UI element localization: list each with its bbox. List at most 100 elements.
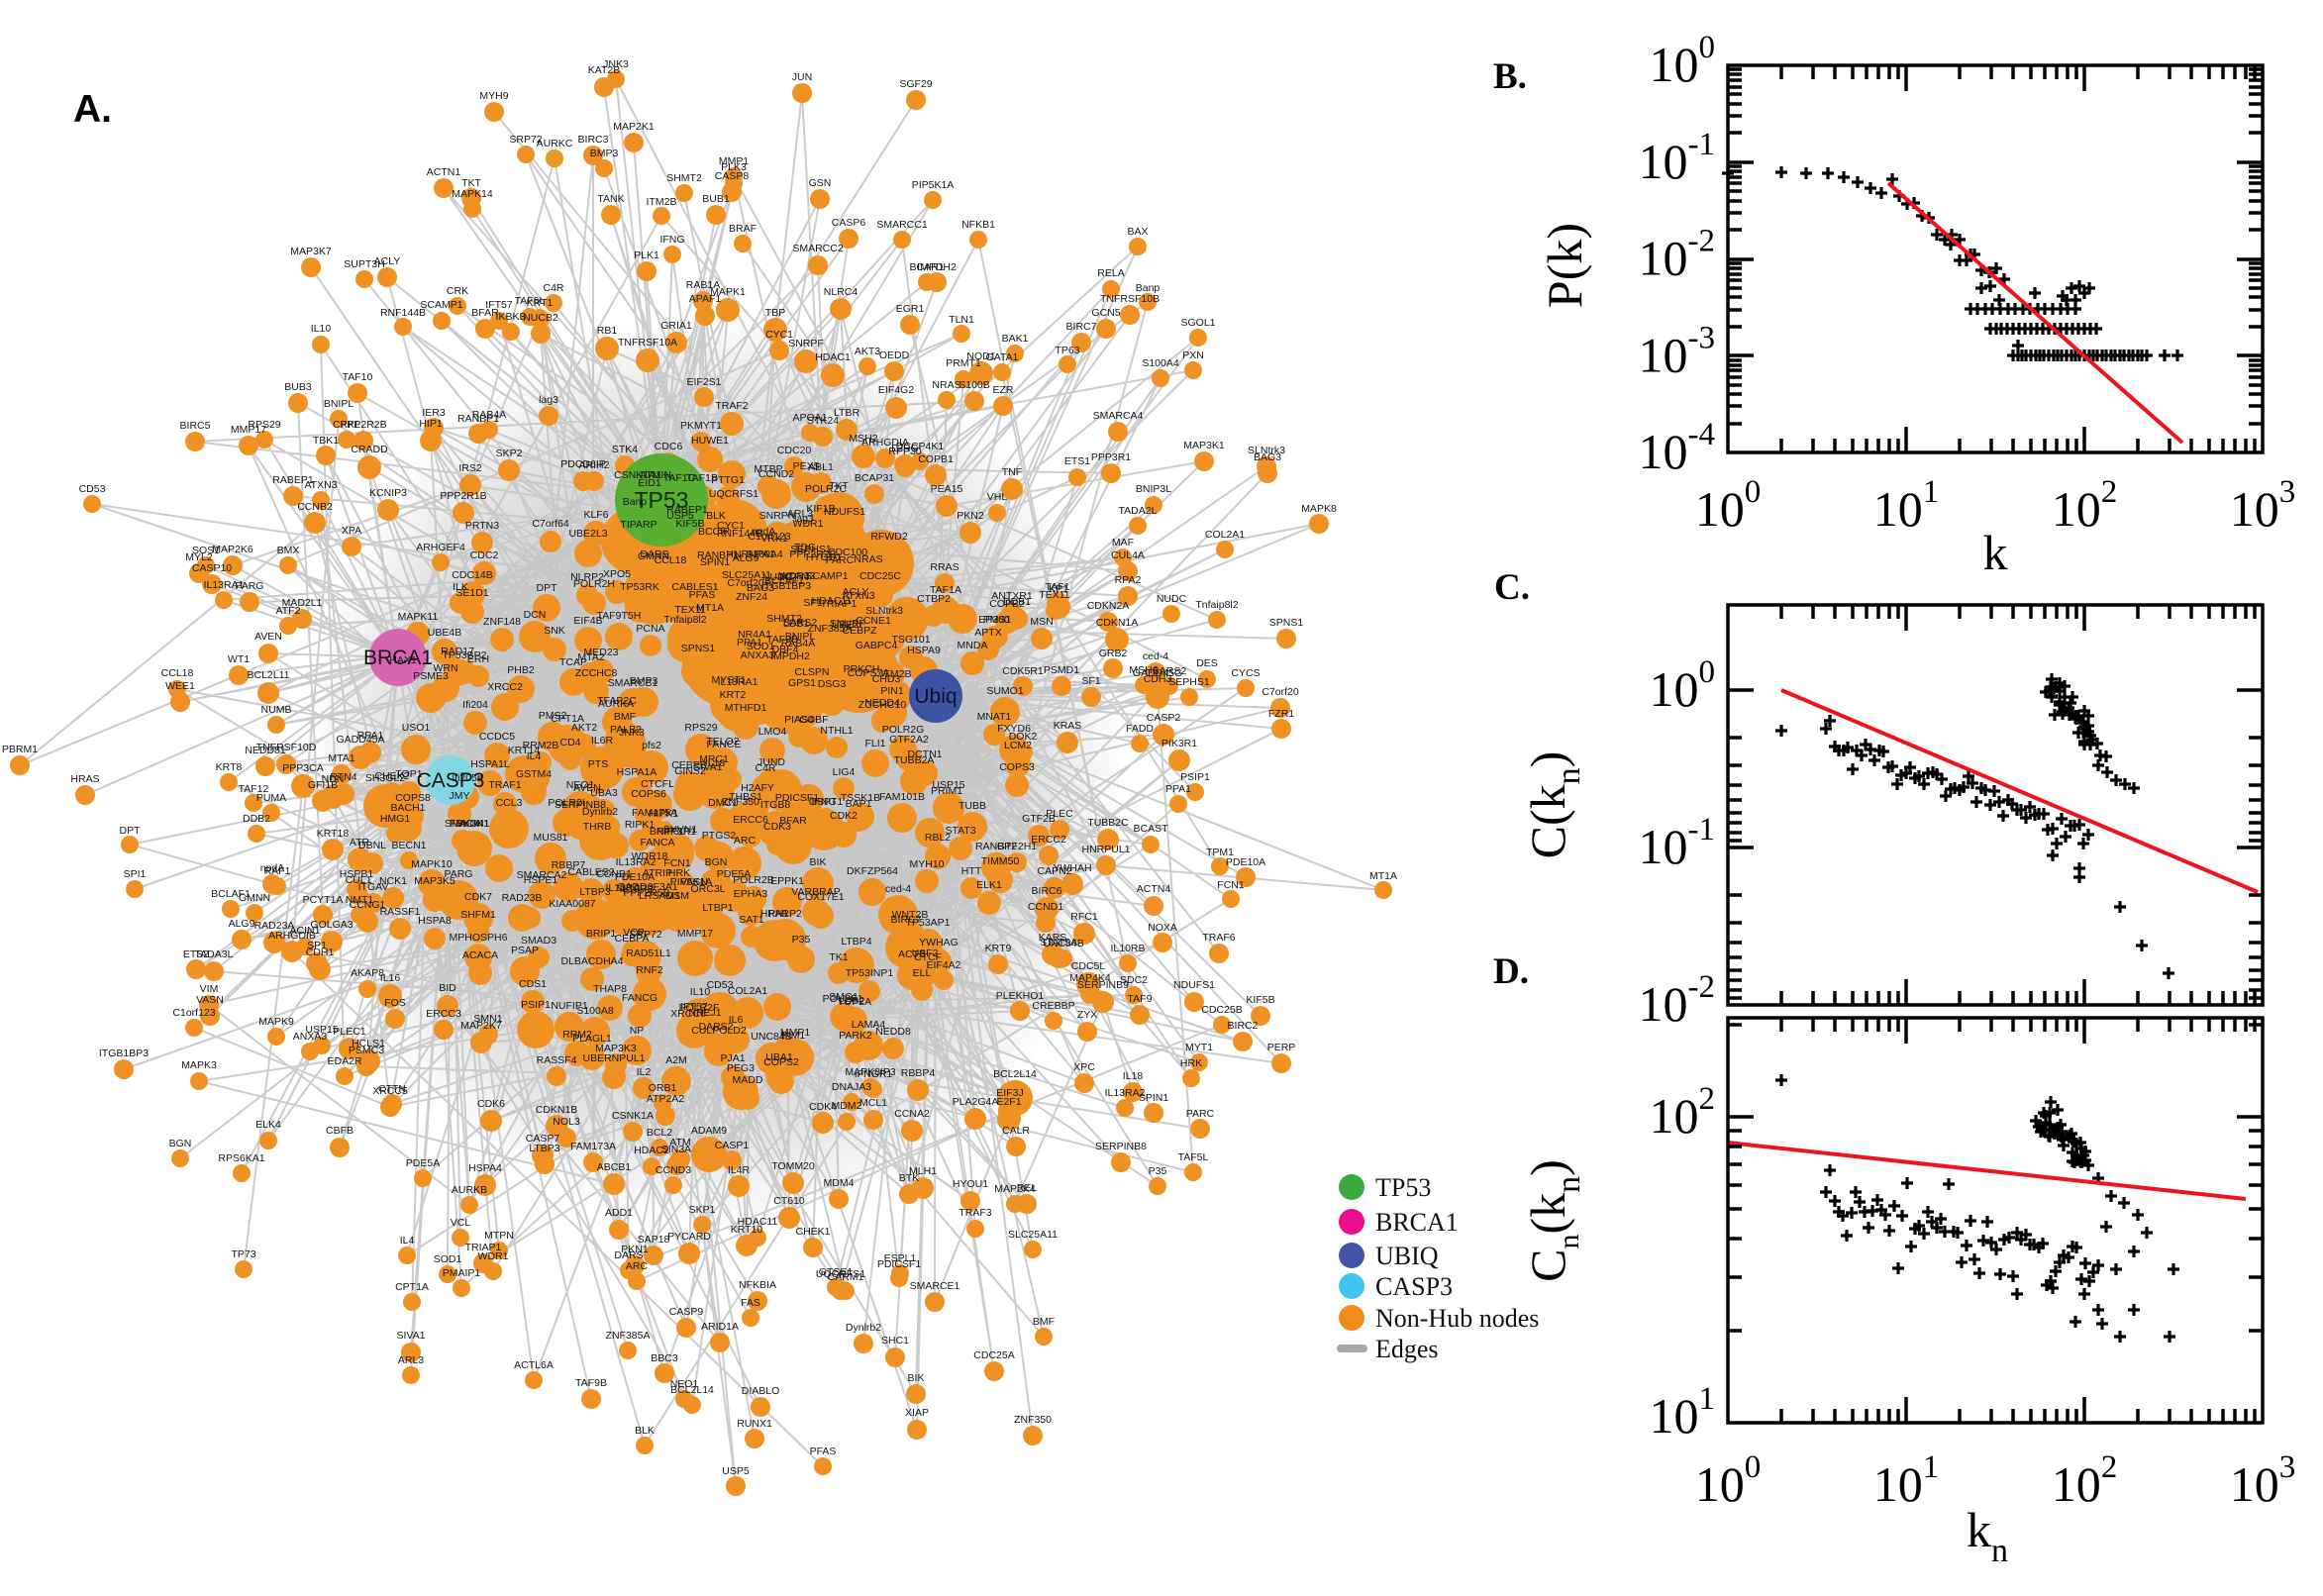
svg-text:PEA15: PEA15 bbox=[931, 483, 963, 495]
svg-text:SNURF: SNURF bbox=[830, 618, 865, 630]
svg-text:CASP10: CASP10 bbox=[192, 562, 232, 574]
svg-text:HYOU1: HYOU1 bbox=[806, 551, 842, 563]
svg-text:RPA2: RPA2 bbox=[1115, 574, 1142, 586]
svg-text:101: 101 bbox=[1650, 1381, 1716, 1444]
svg-text:SIVA1: SIVA1 bbox=[694, 761, 723, 773]
svg-text:WNT2B: WNT2B bbox=[892, 909, 929, 921]
svg-text:CDS1: CDS1 bbox=[519, 978, 547, 990]
svg-text:DOK2: DOK2 bbox=[1009, 731, 1038, 743]
svg-text:102: 102 bbox=[2052, 1449, 2118, 1512]
svg-text:TAF10: TAF10 bbox=[343, 371, 373, 383]
svg-text:UQCRFS1: UQCRFS1 bbox=[816, 1268, 865, 1280]
svg-text:ATMIN: ATMIN bbox=[640, 469, 671, 481]
svg-text:USP5: USP5 bbox=[722, 1465, 750, 1477]
svg-text:EPHA3: EPHA3 bbox=[734, 888, 768, 900]
svg-text:IL10RB: IL10RB bbox=[619, 883, 654, 895]
svg-text:A.: A. bbox=[73, 88, 112, 131]
svg-text:PUMA: PUMA bbox=[256, 792, 286, 804]
svg-text:CDKN1B: CDKN1B bbox=[536, 1104, 578, 1116]
svg-text:GADD45A: GADD45A bbox=[336, 734, 384, 746]
svg-text:RAB4A: RAB4A bbox=[781, 638, 815, 649]
svg-text:PLEC1: PLEC1 bbox=[333, 1026, 365, 1038]
svg-text:TP53: TP53 bbox=[1375, 1173, 1431, 1202]
svg-text:WEE1: WEE1 bbox=[165, 680, 195, 692]
svg-text:ARID1A: ARID1A bbox=[701, 1321, 739, 1333]
svg-text:IL10: IL10 bbox=[690, 986, 711, 998]
svg-text:TRIAP1: TRIAP1 bbox=[821, 598, 858, 610]
svg-text:SMARCE1: SMARCE1 bbox=[910, 1280, 960, 1292]
svg-text:RRM2: RRM2 bbox=[562, 1029, 592, 1041]
svg-text:TRAF6: TRAF6 bbox=[1202, 932, 1235, 944]
svg-text:HSPA1L: HSPA1L bbox=[470, 758, 510, 770]
svg-text:PDICSF1: PDICSF1 bbox=[877, 1258, 922, 1270]
svg-text:NEO1: NEO1 bbox=[670, 1378, 699, 1390]
svg-text:CCND1: CCND1 bbox=[1028, 901, 1063, 913]
svg-text:MMP1: MMP1 bbox=[780, 1027, 810, 1039]
svg-text:CD4: CD4 bbox=[559, 737, 580, 748]
svg-text:IL16: IL16 bbox=[380, 972, 401, 984]
svg-text:TKT: TKT bbox=[461, 177, 481, 189]
svg-text:XRCC5: XRCC5 bbox=[372, 1085, 408, 1097]
svg-text:BAP1: BAP1 bbox=[846, 798, 872, 810]
svg-text:PSIP1: PSIP1 bbox=[521, 999, 551, 1011]
svg-text:VIM: VIM bbox=[200, 983, 219, 995]
svg-text:MAP2K7: MAP2K7 bbox=[460, 1020, 502, 1032]
svg-text:GOLGA3: GOLGA3 bbox=[310, 919, 353, 931]
svg-text:CARM1: CARM1 bbox=[828, 1271, 864, 1283]
svg-text:BRAF: BRAF bbox=[729, 223, 757, 235]
svg-text:VCP: VCP bbox=[623, 927, 645, 939]
svg-text:RANBP2: RANBP2 bbox=[975, 841, 1017, 852]
svg-text:PJA1: PJA1 bbox=[720, 1052, 745, 1064]
svg-text:SPNS1: SPNS1 bbox=[1269, 617, 1304, 629]
svg-text:CDH3: CDH3 bbox=[1144, 673, 1172, 685]
svg-text:IFNGR1: IFNGR1 bbox=[855, 1068, 893, 1080]
svg-text:BRCA1: BRCA1 bbox=[1375, 1208, 1459, 1237]
svg-text:PSMC3: PSMC3 bbox=[349, 1045, 384, 1056]
svg-text:GTF2H1: GTF2H1 bbox=[997, 841, 1037, 852]
svg-text:ACTB: ACTB bbox=[898, 948, 926, 960]
svg-text:SLNtrk3: SLNtrk3 bbox=[1248, 445, 1285, 456]
svg-text:PLK3: PLK3 bbox=[721, 161, 747, 173]
svg-text:BAG3: BAG3 bbox=[1254, 451, 1281, 463]
svg-text:BNIPL: BNIPL bbox=[785, 631, 816, 643]
svg-text:VRK1: VRK1 bbox=[760, 533, 788, 545]
svg-text:ORC3L: ORC3L bbox=[690, 883, 725, 895]
svg-text:NDUFS1: NDUFS1 bbox=[824, 506, 865, 518]
svg-text:FAM175A: FAM175A bbox=[632, 807, 677, 819]
svg-text:BCAP31: BCAP31 bbox=[855, 472, 894, 484]
svg-text:XPO5: XPO5 bbox=[603, 568, 631, 580]
svg-text:REL: REL bbox=[1017, 1182, 1038, 1194]
svg-text:NOL3: NOL3 bbox=[553, 1116, 580, 1128]
svg-text:BLK: BLK bbox=[635, 1425, 655, 1437]
svg-text:PTTG1: PTTG1 bbox=[711, 474, 745, 486]
svg-text:TIPARP: TIPARP bbox=[620, 519, 656, 531]
svg-text:RPS29: RPS29 bbox=[248, 419, 280, 431]
svg-text:ACTN1: ACTN1 bbox=[427, 166, 461, 178]
svg-text:NLRP2: NLRP2 bbox=[570, 571, 604, 583]
svg-text:TP53BP2: TP53BP2 bbox=[443, 649, 487, 661]
svg-text:PKMYT1: PKMYT1 bbox=[680, 420, 722, 432]
svg-text:SAP18: SAP18 bbox=[638, 1234, 670, 1246]
svg-text:TBK1: TBK1 bbox=[313, 435, 339, 447]
svg-text:C1orf123: C1orf123 bbox=[748, 531, 790, 543]
svg-text:PIK3R1: PIK3R1 bbox=[1162, 738, 1197, 749]
svg-text:ZNF24: ZNF24 bbox=[736, 591, 767, 603]
svg-text:ADAM9: ADAM9 bbox=[691, 1125, 727, 1137]
svg-text:ITGB8: ITGB8 bbox=[760, 799, 791, 811]
svg-text:NUMB: NUMB bbox=[261, 704, 292, 716]
svg-text:EGR1: EGR1 bbox=[896, 303, 925, 315]
svg-text:APOA1: APOA1 bbox=[792, 412, 827, 424]
svg-text:MED23: MED23 bbox=[583, 647, 618, 658]
svg-text:SERPINB8: SERPINB8 bbox=[1095, 1141, 1147, 1152]
svg-text:CT610: CT610 bbox=[773, 1195, 805, 1207]
svg-text:RASSF1: RASSF1 bbox=[380, 906, 421, 918]
svg-text:BIRC7: BIRC7 bbox=[891, 914, 922, 926]
svg-text:CEBPA: CEBPA bbox=[615, 933, 650, 945]
svg-text:SPI1: SPI1 bbox=[124, 868, 147, 880]
svg-text:GATA1: GATA1 bbox=[986, 351, 1019, 363]
svg-text:JMY: JMY bbox=[450, 790, 470, 802]
svg-text:SHMT2: SHMT2 bbox=[766, 613, 802, 625]
svg-text:TANK: TANK bbox=[597, 193, 624, 205]
svg-text:CRK: CRK bbox=[447, 285, 468, 297]
svg-text:SMAD4: SMAD4 bbox=[445, 818, 480, 830]
